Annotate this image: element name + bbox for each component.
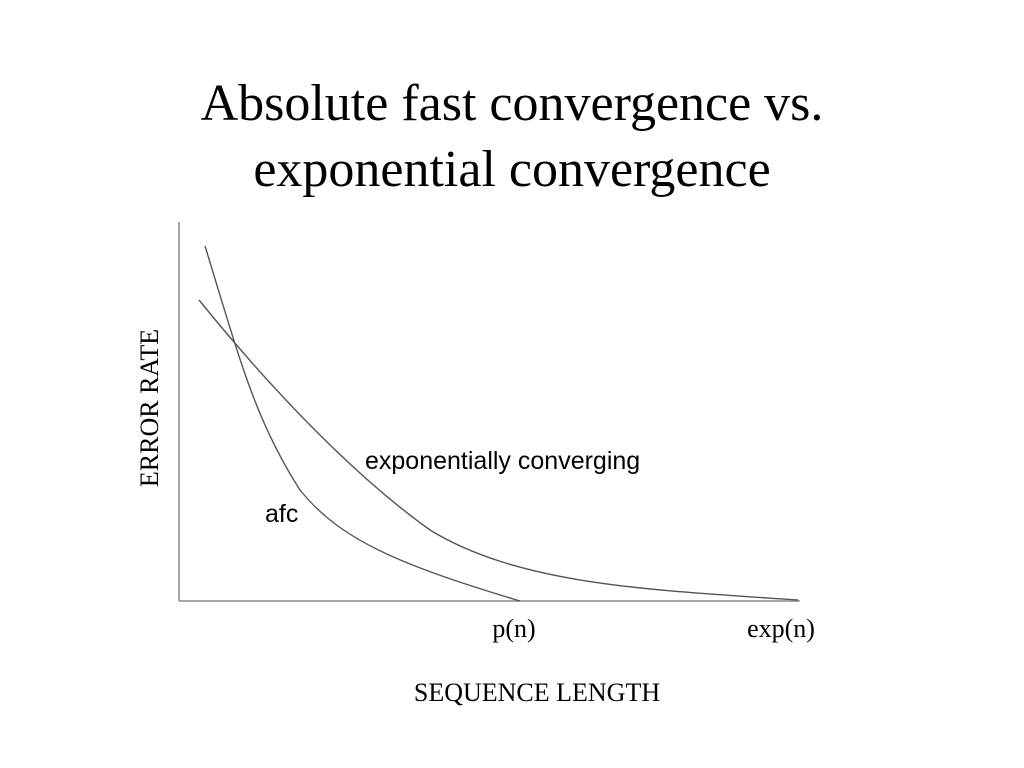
y-axis-label: ERROR RATE	[135, 329, 164, 487]
x-tick-label-exp-n: exp(n)	[747, 614, 815, 643]
slide-title-line-1: Absolute fast convergence vs.	[200, 75, 824, 132]
slide-title-line-2: exponential convergence	[253, 141, 771, 198]
series-afc-curve	[204, 245, 521, 602]
x-axis-label: SEQUENCE LENGTH	[414, 678, 660, 707]
x-tick-label-p-n: p(n)	[492, 614, 535, 643]
series-exponentially-converging-curve	[198, 299, 799, 601]
series-label-afc: afc	[265, 500, 298, 528]
series-label-exponentially-converging: exponentially converging	[365, 447, 640, 475]
